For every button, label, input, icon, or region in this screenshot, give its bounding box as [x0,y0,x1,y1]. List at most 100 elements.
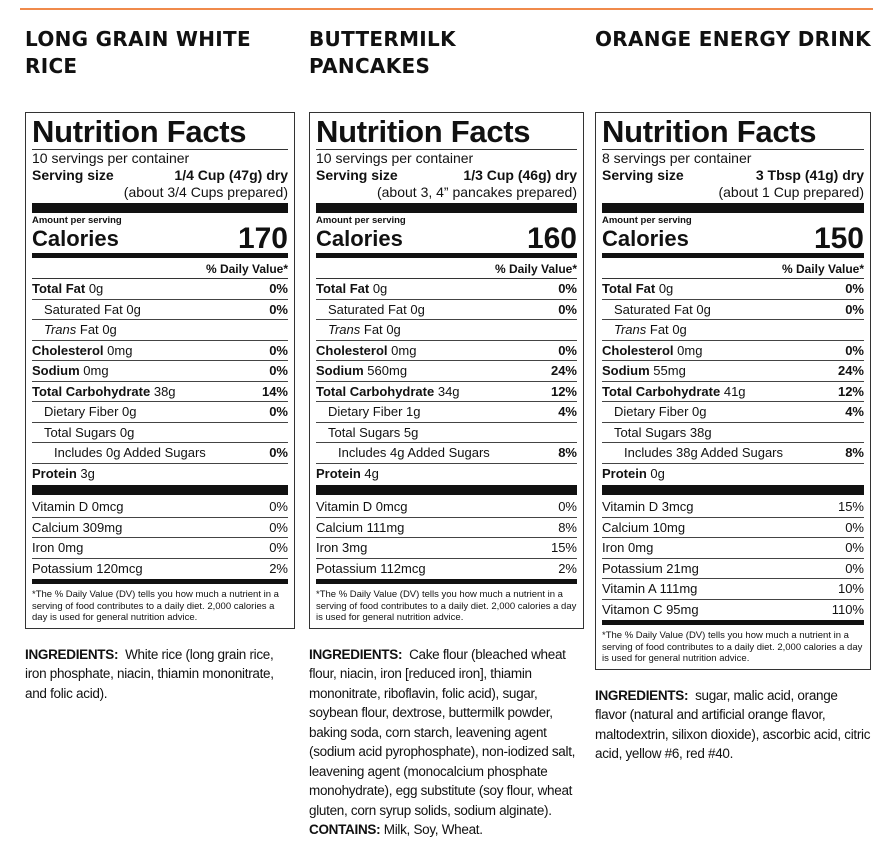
vitamin-name: Calcium 111mg [316,519,405,535]
label-title: Nutrition Facts [316,115,577,150]
vitamin-dv: 15% [550,540,577,555]
vitamin-name: Iron 3mg [316,540,368,555]
nutrient-row: Includes 4g Added Sugars 8% [316,443,577,464]
nutrient-name: Saturated Fat [328,301,407,317]
nutrient-amount: 41g [723,383,746,399]
serving-size: Serving size 1/3 Cup (46g) dry [316,167,577,184]
vitamin-row: Vitamin D 3mcg 15% [602,497,864,518]
serving-note: (about 3/4 Cups prepared) [123,184,288,200]
nutrient-amount: 0g [672,322,687,337]
nutrient-row: Total Fat 0g 0% [602,279,864,300]
nutrient-row: Includes 0g Added Sugars 0% [32,443,288,464]
product-title: LONG GRAIN WHITE RICE [25,27,251,78]
ingredients: INGREDIENTS: sugar, malic acid, orange f… [595,686,871,764]
vitamin-name: Iron 0mg [602,540,654,555]
vitamin-row: Iron 0mg 0% [602,538,864,559]
nutrient-amount: 0g [410,301,425,317]
nutrient-dv: 0% [558,301,577,317]
nutrient-row: Sodium 55mg 24% [602,361,864,382]
vitamin-row: Potassium 21mg 0% [602,559,864,579]
nutrient-amount: 0g [119,424,135,440]
product-title: BUTTERMILK PANCAKES [309,27,456,78]
dv-footnote: *The % Daily Value (DV) tells you how mu… [316,589,577,623]
calories-value: 160 [526,222,577,255]
calories-row: Calories 150 [602,224,864,254]
nutrient-name: Fat [363,322,383,337]
vitamin-dv: 0% [269,540,288,555]
vitamin-name: Vitamin A 111mg [602,581,698,596]
vitamin-name: Vitamin D 3mcg [602,499,694,514]
vitamin-name: Iron 0mg [32,540,84,555]
product-title: ORANGE ENERGY DRINK [595,27,871,51]
label-title: Nutrition Facts [602,115,864,150]
vitamin-dv: 8% [558,519,577,535]
nutrient-dv: 24% [550,363,577,378]
nutrient-dv: 12% [837,383,864,399]
contains-label: CONTAINS: [309,822,381,837]
nutrient-name: Total Sugars [614,424,687,440]
calories-row: Calories 170 [32,222,288,255]
nutrition-facts-label: Nutrition Facts 10 servings per containe… [25,112,295,629]
nutrient-row: Protein 0g [602,464,864,484]
daily-value-header: % Daily Value* [316,260,577,279]
ingredients-text: Cake flour (bleached wheat flour, niacin… [309,646,576,818]
medium-divider [316,579,577,584]
servings-per-container: 10 servings per container [316,150,474,166]
serving-size: Serving size 3 Tbsp (41g) dry [602,167,864,184]
amount-per-serving: Amount per serving [602,215,692,226]
nutrient-row: Cholesterol 0mg 0% [316,341,577,361]
thick-divider [602,485,864,495]
amount-per-serving: Amount per serving [316,215,406,226]
nutrient-row: Dietary Fiber 0g 4% [602,402,864,423]
serving-note: (about 1 Cup prepared) [718,184,864,200]
nutrient-name-italic: Trans [328,322,361,337]
nutrient-row: Dietary Fiber 1g 4% [316,402,577,423]
daily-value-header: % Daily Value* [602,260,864,279]
nutrient-dv: 0% [558,281,577,296]
vitamin-name: Potassium 112mcg [316,560,426,576]
nutrient-amount: 0g [386,322,401,337]
vitamin-name: Vitamin D 0mcg [316,499,408,514]
nutrient-row: Protein 4g [316,464,577,484]
ingredients: INGREDIENTS: White rice (long grain rice… [25,645,295,704]
vitamin-row: Potassium 112mcg 2% [316,559,577,579]
medium-divider [316,253,577,258]
nutrient-amount: 34g [437,383,460,399]
vitamin-name: Calcium 10mg [602,519,686,535]
accent-divider [20,8,873,10]
nutrition-facts-label: Nutrition Facts 10 servings per containe… [309,112,584,629]
nutrient-name: Saturated Fat [44,301,123,317]
vitamin-row: Calcium 309mg 0% [32,518,288,538]
nutrient-amount: 0g [88,281,104,296]
nutrient-name: Total Carbohydrate [316,383,435,399]
nutrient-name: Total Fat [32,281,86,296]
vitamin-name: Calcium 309mg [32,519,123,535]
nutrient-dv: 8% [558,445,577,460]
nutrient-row: Trans Fat 0g [602,320,864,341]
medium-divider [602,253,864,258]
serving-size: Serving size 1/4 Cup (47g) dry [32,167,288,184]
nutrient-name: Saturated Fat [614,301,693,317]
nutrient-amount: 0g [650,465,665,481]
nutrient-name: Total Carbohydrate [602,383,721,399]
calories-row: Calories 160 [316,222,577,255]
nutrient-row: Trans Fat 0g [316,320,577,341]
thick-divider [602,203,864,213]
nutrient-amount: 38g [689,424,712,440]
nutrient-amount: 0mg [107,342,133,358]
vitamin-row: Calcium 111mg 8% [316,518,577,538]
nutrient-dv: 0% [269,281,288,296]
ingredients-text: White rice (long grain rice, iron phosph… [25,646,274,701]
nutrient-dv: 0% [269,404,288,419]
vitamin-row: Iron 0mg 0% [32,538,288,559]
daily-value-header: % Daily Value* [32,260,288,279]
nutrient-dv: 0% [845,281,864,296]
nutrient-name: Includes 38g Added Sugars [624,445,784,460]
thick-divider [32,203,288,213]
nutrient-dv: 0% [269,301,288,317]
vitamin-name: Vitamin D 0mcg [32,499,124,514]
calories-value: 170 [237,222,288,255]
nutrient-row: Sodium 560mg 24% [316,361,577,382]
nutrient-name: Dietary Fiber [328,404,403,419]
vitamin-row: Calcium 10mg 0% [602,518,864,538]
